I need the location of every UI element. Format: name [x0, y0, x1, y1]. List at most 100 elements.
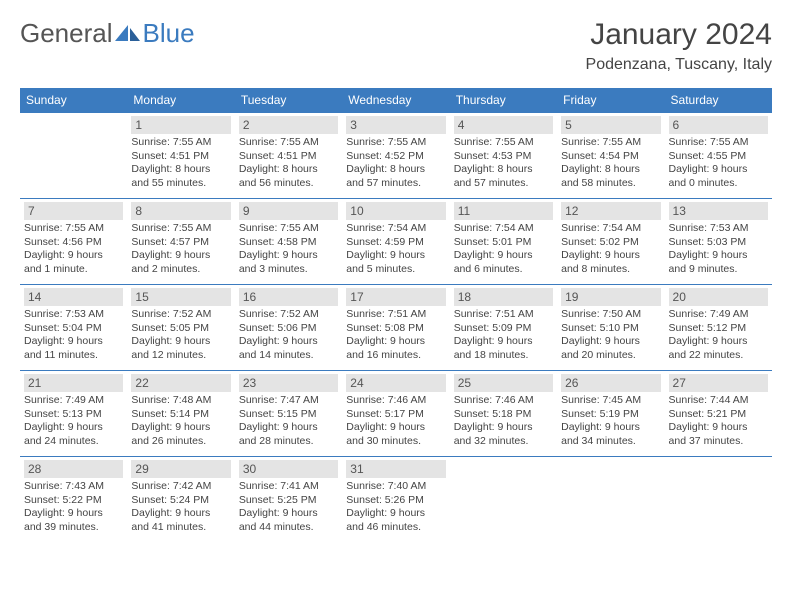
info-line: Sunset: 4:56 PM: [24, 236, 123, 250]
info-line: Sunrise: 7:52 AM: [131, 308, 230, 322]
day-header: Wednesday: [342, 88, 449, 113]
info-line: Sunset: 5:08 PM: [346, 322, 445, 336]
day-header: Saturday: [665, 88, 772, 113]
info-line: Sunset: 5:18 PM: [454, 408, 553, 422]
info-line: and 32 minutes.: [454, 435, 553, 449]
info-line: Daylight: 9 hours: [669, 421, 768, 435]
info-line: Daylight: 9 hours: [131, 421, 230, 435]
info-line: Daylight: 9 hours: [239, 507, 338, 521]
info-line: Sunrise: 7:55 AM: [24, 222, 123, 236]
day-info: Sunrise: 7:44 AMSunset: 5:21 PMDaylight:…: [669, 394, 768, 449]
info-line: Sunrise: 7:49 AM: [669, 308, 768, 322]
info-line: Sunset: 4:59 PM: [346, 236, 445, 250]
info-line: Daylight: 9 hours: [346, 249, 445, 263]
day-cell: 13 Sunrise: 7:53 AMSunset: 5:03 PMDayligh…: [665, 199, 772, 285]
info-line: Sunrise: 7:55 AM: [131, 136, 230, 150]
info-line: Sunset: 5:25 PM: [239, 494, 338, 508]
info-line: Sunset: 5:05 PM: [131, 322, 230, 336]
day-info: Sunrise: 7:49 AMSunset: 5:13 PMDaylight:…: [24, 394, 123, 449]
info-line: Sunrise: 7:41 AM: [239, 480, 338, 494]
day-number: 5: [561, 116, 660, 134]
info-line: and 20 minutes.: [561, 349, 660, 363]
day-header: Tuesday: [235, 88, 342, 113]
info-line: Sunset: 4:55 PM: [669, 150, 768, 164]
day-cell: 8Sunrise: 7:55 AMSunset: 4:57 PMDaylight…: [127, 199, 234, 285]
info-line: Sunrise: 7:55 AM: [454, 136, 553, 150]
info-line: Sunrise: 7:42 AM: [131, 480, 230, 494]
info-line: Daylight: 9 hours: [239, 335, 338, 349]
day-number: 23: [239, 374, 338, 392]
info-line: Sunrise: 7:51 AM: [454, 308, 553, 322]
day-info: Sunrise: 7:52 AMSunset: 5:05 PMDaylight:…: [131, 308, 230, 363]
day-cell: 23Sunrise: 7:47 AMSunset: 5:15 PMDayligh…: [235, 371, 342, 457]
info-line: Sunrise: 7:54 AM: [454, 222, 553, 236]
info-line: and 2 minutes.: [131, 263, 230, 277]
day-number: 12: [561, 202, 660, 220]
info-line: and 34 minutes.: [561, 435, 660, 449]
day-info: Sunrise: 7:55 AMSunset: 4:51 PMDaylight:…: [239, 136, 338, 191]
day-cell: 29Sunrise: 7:42 AMSunset: 5:24 PMDayligh…: [127, 457, 234, 543]
info-line: Sunset: 5:14 PM: [131, 408, 230, 422]
info-line: Daylight: 9 hours: [561, 249, 660, 263]
day-number: 14: [24, 288, 123, 306]
info-line: Sunset: 4:58 PM: [239, 236, 338, 250]
logo: General Blue: [20, 18, 195, 49]
day-info: Sunrise: 7:46 AMSunset: 5:18 PMDaylight:…: [454, 394, 553, 449]
day-info: Sunrise: 7:55 AMSunset: 4:52 PMDaylight:…: [346, 136, 445, 191]
day-number: 6: [669, 116, 768, 134]
day-number: 24: [346, 374, 445, 392]
day-number: 7: [24, 202, 123, 220]
day-info: Sunrise: 7:53 AMSunset: 5:03 PMDaylight:…: [669, 222, 768, 277]
info-line: Sunrise: 7:54 AM: [561, 222, 660, 236]
day-cell: 18Sunrise: 7:51 AMSunset: 5:09 PMDayligh…: [450, 285, 557, 371]
info-line: Sunrise: 7:43 AM: [24, 480, 123, 494]
info-line: Sunrise: 7:45 AM: [561, 394, 660, 408]
table-row: 14 Sunrise: 7:53 AMSunset: 5:04 PMDayligh…: [20, 285, 772, 371]
calendar-body: 1Sunrise: 7:55 AMSunset: 4:51 PMDaylight…: [20, 113, 772, 543]
day-info: Sunrise: 7:55 AMSunset: 4:56 PMDaylight:…: [24, 222, 123, 277]
calendar-table: SundayMondayTuesdayWednesdayThursdayFrid…: [20, 88, 772, 543]
day-cell: 14 Sunrise: 7:53 AMSunset: 5:04 PMDayligh…: [20, 285, 127, 371]
day-number: 2: [239, 116, 338, 134]
month-title: January 2024: [586, 18, 772, 52]
day-cell: 19Sunrise: 7:50 AMSunset: 5:10 PMDayligh…: [557, 285, 664, 371]
day-number: 25: [454, 374, 553, 392]
sail-icon: [115, 25, 141, 43]
day-cell: 24Sunrise: 7:46 AMSunset: 5:17 PMDayligh…: [342, 371, 449, 457]
info-line: Sunrise: 7:53 AM: [24, 308, 123, 322]
day-number: 18: [454, 288, 553, 306]
info-line: Sunrise: 7:55 AM: [239, 136, 338, 150]
info-line: Daylight: 9 hours: [346, 507, 445, 521]
calendar-head: SundayMondayTuesdayWednesdayThursdayFrid…: [20, 88, 772, 113]
info-line: and 16 minutes.: [346, 349, 445, 363]
day-number: 16: [239, 288, 338, 306]
day-number: 8: [131, 202, 230, 220]
info-line: and 28 minutes.: [239, 435, 338, 449]
info-line: Sunrise: 7:55 AM: [561, 136, 660, 150]
day-info: Sunrise: 7:53 AMSunset: 5:04 PMDaylight:…: [24, 308, 123, 363]
day-cell: 20Sunrise: 7:49 AMSunset: 5:12 PMDayligh…: [665, 285, 772, 371]
info-line: and 5 minutes.: [346, 263, 445, 277]
info-line: Daylight: 9 hours: [346, 335, 445, 349]
info-line: Daylight: 9 hours: [669, 249, 768, 263]
day-number: 11: [454, 202, 553, 220]
day-header: Thursday: [450, 88, 557, 113]
day-header: Monday: [127, 88, 234, 113]
day-number: 13: [669, 202, 768, 220]
info-line: Daylight: 9 hours: [239, 249, 338, 263]
info-line: and 12 minutes.: [131, 349, 230, 363]
day-cell: 26Sunrise: 7:45 AMSunset: 5:19 PMDayligh…: [557, 371, 664, 457]
info-line: and 24 minutes.: [24, 435, 123, 449]
day-cell: [557, 457, 664, 543]
info-line: and 18 minutes.: [454, 349, 553, 363]
day-number: 19: [561, 288, 660, 306]
info-line: Sunset: 5:09 PM: [454, 322, 553, 336]
info-line: Daylight: 9 hours: [561, 335, 660, 349]
info-line: Sunset: 5:15 PM: [239, 408, 338, 422]
info-line: Sunrise: 7:40 AM: [346, 480, 445, 494]
info-line: Sunset: 5:13 PM: [24, 408, 123, 422]
day-cell: 2 Sunrise: 7:55 AMSunset: 4:51 PMDaylight…: [235, 113, 342, 199]
info-line: and 6 minutes.: [454, 263, 553, 277]
table-row: 1Sunrise: 7:55 AMSunset: 4:51 PMDaylight…: [20, 113, 772, 199]
info-line: Sunrise: 7:53 AM: [669, 222, 768, 236]
